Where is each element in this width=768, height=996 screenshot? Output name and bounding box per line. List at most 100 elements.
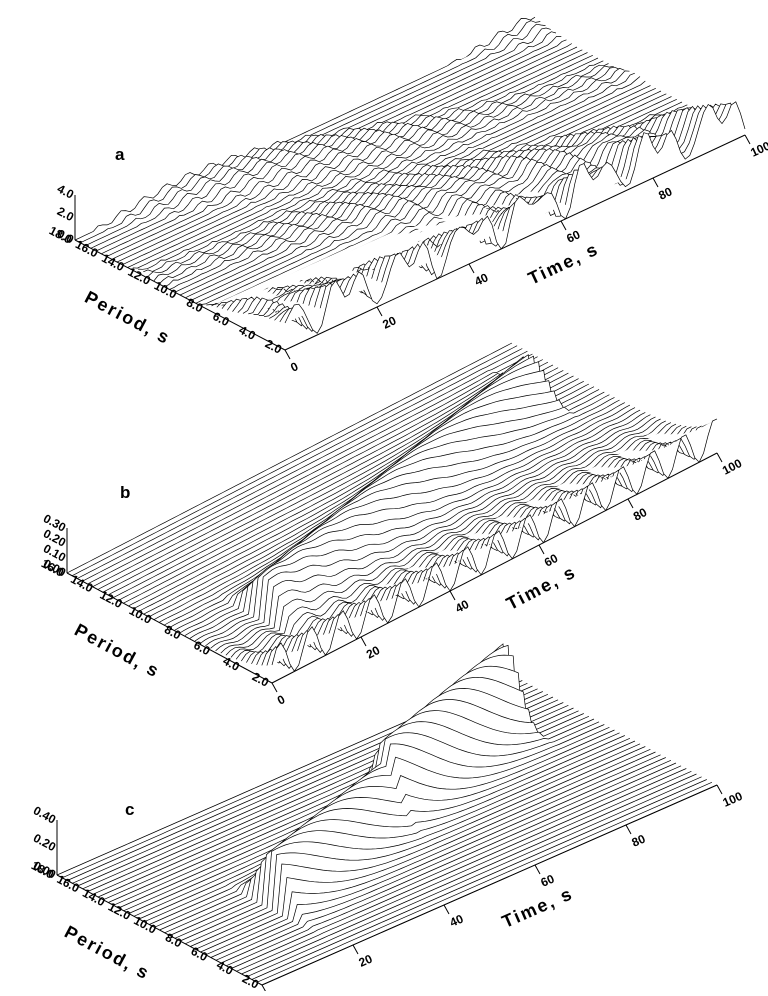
period-axis	[74, 239, 286, 351]
y-tick-label: 14.0	[68, 572, 95, 596]
x-tick	[261, 984, 268, 995]
surface-line	[158, 66, 620, 285]
x-axis-title: Time, s	[525, 238, 602, 288]
surface-line	[82, 350, 528, 582]
y-axis-title: Period, s	[71, 620, 163, 682]
y-tick-label: 2.0	[263, 337, 285, 357]
x-tick	[468, 263, 475, 274]
x-tick	[534, 864, 541, 875]
x-tick	[625, 824, 632, 835]
x-tick	[376, 306, 383, 317]
surface-line	[236, 770, 692, 972]
surface-line	[169, 70, 630, 290]
surface-line	[246, 776, 702, 978]
x-tick	[271, 682, 278, 693]
surface-line	[220, 762, 677, 964]
x-tick	[744, 134, 751, 145]
y-axis-title: Period, s	[81, 287, 174, 348]
x-tick	[284, 349, 291, 360]
surface-line	[132, 54, 593, 269]
x-tick	[560, 220, 567, 231]
x-tick-label: 20	[380, 313, 398, 331]
x-axis-title: Time, s	[499, 883, 576, 932]
surface-line	[87, 353, 533, 585]
x-tick-label: 20	[357, 951, 375, 969]
surface-line	[143, 60, 604, 273]
y-tick-label: 10.0	[127, 603, 154, 627]
x-axis-title: Time, s	[503, 561, 579, 614]
surface-line	[200, 412, 646, 644]
surface-line	[90, 27, 551, 249]
surface-line	[231, 768, 687, 969]
surface-line	[95, 31, 557, 252]
x-tick	[352, 944, 359, 955]
x-tick-label: 100	[748, 138, 768, 159]
x-tick-label: 60	[564, 227, 582, 245]
surface-line	[284, 101, 746, 334]
surface-line	[71, 345, 518, 577]
surface-line	[148, 63, 609, 277]
x-tick-label: 20	[364, 643, 383, 662]
surface-line	[210, 416, 656, 649]
surface-line	[195, 87, 656, 304]
y-tick-label: 6.0	[210, 309, 232, 329]
surface-line	[271, 418, 718, 672]
time-axis	[271, 452, 718, 684]
surface-line	[122, 49, 583, 266]
surface-line	[215, 759, 672, 961]
x-tick-label: 100	[721, 789, 745, 810]
surface-line	[242, 108, 704, 314]
surface-line	[137, 57, 599, 270]
surface-line	[220, 420, 666, 654]
surface-line	[153, 65, 614, 282]
x-tick	[627, 498, 634, 509]
panel-label: b	[120, 483, 130, 502]
surface-line	[174, 72, 635, 293]
x-tick	[538, 544, 545, 555]
surface-line	[85, 23, 546, 246]
x-tick-label: 40	[453, 597, 472, 616]
surface-panel: 0204060801002.04.06.08.010.012.014.016.0…	[47, 16, 768, 375]
surface-line	[97, 359, 543, 590]
surface-line	[225, 765, 682, 967]
surface-line	[210, 757, 666, 958]
x-tick	[652, 177, 659, 188]
surface-panel: 0204060801002.04.06.08.010.012.014.016.0…	[29, 643, 745, 996]
x-tick-label: 40	[472, 270, 490, 288]
x-tick-label: 80	[656, 184, 674, 202]
x-tick-label: 0	[288, 359, 300, 375]
x-tick	[716, 452, 723, 463]
surface-line	[241, 773, 697, 975]
period-axis	[66, 572, 273, 684]
time-axis	[261, 784, 718, 986]
surface-line	[256, 781, 713, 983]
y-tick-label: 10.0	[152, 278, 179, 301]
x-tick	[360, 636, 367, 647]
z-tick-label: 0.40	[31, 803, 58, 827]
z-tick-label: 2.0	[55, 204, 77, 224]
x-tick-label: 100	[720, 456, 745, 478]
x-tick-label: 60	[539, 871, 557, 889]
y-tick-label: 8.0	[184, 295, 206, 315]
period-axis	[56, 874, 263, 986]
surface-line	[164, 67, 625, 288]
surface-line	[77, 348, 523, 579]
y-tick-label: 4.0	[237, 323, 259, 343]
x-tick-label: 0	[275, 692, 288, 708]
surface-panel: 0204060801002.04.06.08.010.012.014.016.0…	[39, 342, 745, 708]
panel-label: c	[125, 800, 134, 819]
panel-label: a	[115, 145, 125, 164]
surface-line	[101, 35, 562, 255]
z-tick-label: 0.20	[31, 831, 58, 855]
x-tick	[443, 904, 450, 915]
surface-line	[251, 779, 707, 980]
z-tick-label: 0.0	[55, 227, 77, 247]
y-tick-label: 12.0	[98, 588, 125, 612]
x-tick-label: 40	[448, 911, 466, 929]
x-tick-label: 80	[631, 505, 650, 524]
surface-line	[66, 342, 513, 574]
x-tick-label: 80	[630, 831, 648, 849]
surface-line	[102, 361, 549, 593]
x-tick	[716, 784, 723, 795]
